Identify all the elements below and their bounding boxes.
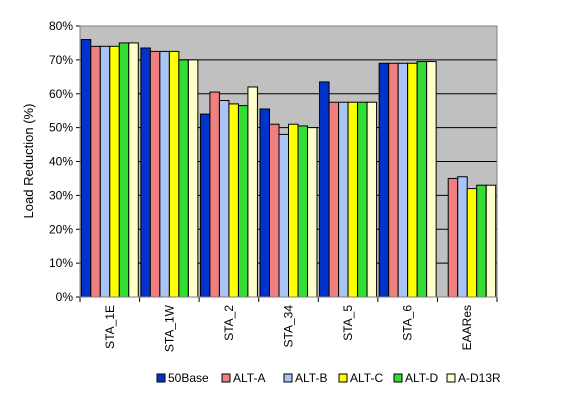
y-tick-label: 10% (49, 256, 73, 270)
y-tick-label: 30% (49, 188, 73, 202)
bars (80, 39, 497, 298)
bar-alt-c (288, 123, 299, 298)
y-tick-label: 70% (49, 53, 73, 67)
bar-alt-d (297, 125, 308, 298)
bar-a-d13r (247, 86, 258, 298)
y-tick-label: 20% (49, 222, 73, 236)
bar-alt-a (209, 91, 220, 298)
y-axis-title: Load Reduction (%) (21, 104, 36, 219)
bar-a-d13r (366, 101, 378, 298)
x-axis-ticks: STA_1E STA_1W STA_2 STA_34 STA_5 STA_6 EAARes (79, 297, 498, 352)
bar-alt-b (218, 100, 230, 298)
bar-50base (199, 113, 211, 298)
bar-alt-b (457, 176, 468, 298)
bar-alt-d (237, 105, 249, 298)
legend-label: ALT-C (350, 371, 383, 385)
y-tick-label: 50% (49, 121, 73, 135)
x-tick-label: STA_34 (282, 305, 296, 348)
bar-alt-d (476, 184, 487, 298)
legend-label: 50Base (168, 371, 209, 385)
bar-alt-a (388, 62, 399, 298)
bar-alt-a (90, 45, 101, 298)
bar-alt-a (149, 50, 161, 298)
bar-a-d13r (426, 61, 437, 298)
legend-swatch-alt-d (393, 373, 403, 383)
bar-alt-a (328, 101, 340, 298)
bar-alt-d (357, 101, 368, 298)
bar-a-d13r (485, 184, 497, 298)
x-tick-label: STA_2 (222, 305, 236, 341)
bar-alt-c (407, 62, 418, 298)
legend-swatch-50base (156, 373, 166, 383)
y-tick-label: 80% (49, 19, 73, 33)
y-tick-label: 40% (49, 155, 73, 169)
y-axis-ticks: 0% 10% 20% 30% 40% 50% 60% 70% 80% (49, 19, 80, 304)
y-tick-label: 60% (49, 87, 73, 101)
legend: 50Base ALT-A ALT-B ALT-C ALT-D A-D13R (156, 371, 501, 385)
legend-swatch-a-d13r (446, 373, 456, 383)
bar-a-d13r (187, 59, 199, 298)
legend-swatch-alt-c (338, 373, 348, 383)
bar-alt-d (118, 42, 130, 298)
legend-label: ALT-B (295, 371, 327, 385)
legend-label: ALT-D (405, 371, 438, 385)
bar-a-d13r (128, 42, 139, 298)
bar-alt-a (447, 177, 459, 298)
x-tick-label: STA_6 (401, 305, 415, 341)
bar-alt-c (109, 45, 120, 298)
bar-alt-b (278, 133, 289, 298)
x-tick-label: EAARes (460, 305, 474, 350)
bar-alt-d (416, 61, 428, 298)
bar-alt-c (466, 188, 478, 298)
y-tick-label: 0% (56, 290, 74, 304)
plot-border (79, 25, 498, 298)
bar-50base (259, 108, 270, 298)
bar-alt-d (178, 59, 189, 298)
bar-alt-c (347, 101, 359, 298)
bar-alt-c (168, 50, 180, 298)
bar-alt-a (269, 123, 280, 298)
bar-alt-b (159, 50, 170, 298)
bar-alt-b (397, 62, 409, 298)
bar-50base (378, 62, 390, 298)
x-tick-label: STA_1E (103, 305, 117, 349)
legend-label: ALT-A (233, 371, 265, 385)
bar-alt-b (99, 45, 111, 298)
legend-label: A-D13R (458, 371, 501, 385)
legend-swatch-alt-a (221, 373, 231, 383)
bar-alt-b (338, 101, 349, 298)
bar-alt-c (228, 103, 239, 298)
bar-50base (140, 47, 151, 298)
x-tick-label: STA_5 (341, 305, 355, 341)
x-tick-label: STA_1W (162, 304, 176, 352)
bar-a-d13r (307, 127, 318, 298)
bar-50base (319, 81, 330, 298)
bar-50base (80, 39, 92, 298)
legend-swatch-alt-b (283, 373, 293, 383)
